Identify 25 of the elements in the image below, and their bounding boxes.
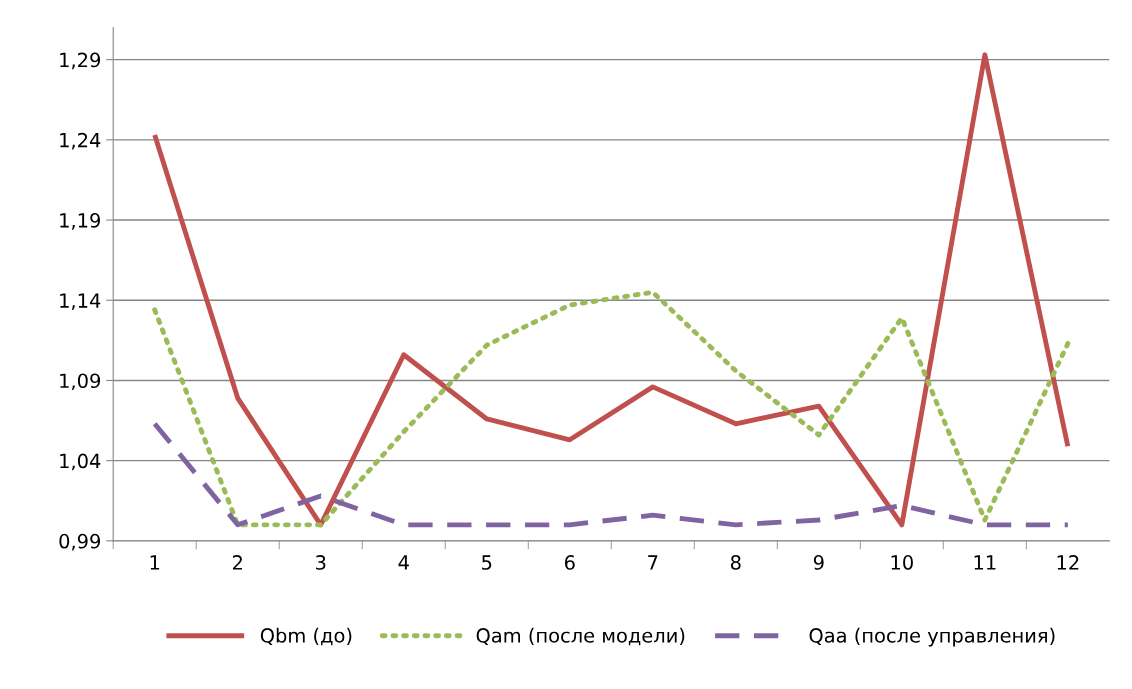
x-tick-label: 6	[564, 555, 575, 570]
legend-label: Qam (после модели)	[476, 627, 685, 646]
x-tick-label: 2	[232, 555, 242, 570]
line-series	[152, 52, 1071, 528]
x-tick-label: 1	[150, 555, 160, 570]
x-tick-label: 12	[1057, 555, 1079, 570]
y-tick-label: 1,24	[60, 132, 101, 150]
legend-label: Qbm (до)	[260, 627, 352, 646]
legend-label: Qaa (после управления)	[809, 627, 1055, 647]
x-tick-label: 3	[316, 555, 326, 570]
y-tick-label: 1,04	[60, 453, 101, 471]
line-series	[152, 289, 1071, 528]
x-tick-label: 7	[648, 555, 658, 570]
x-tick-label: 9	[813, 555, 824, 570]
line-series	[152, 421, 1071, 528]
x-tick-label: 4	[398, 555, 409, 570]
x-tick-label: 8	[730, 555, 741, 570]
y-tick-label: 1,19	[60, 213, 101, 230]
y-tick-label: 1,14	[60, 293, 101, 310]
y-tick-label: 1,29	[60, 52, 101, 70]
y-tick-label: 1,09	[60, 373, 101, 391]
x-tick-label: 11	[974, 555, 996, 570]
y-tick-label: 0,99	[59, 533, 101, 551]
x-tick-label: 5	[482, 555, 492, 570]
x-tick-label: 10	[891, 555, 913, 570]
